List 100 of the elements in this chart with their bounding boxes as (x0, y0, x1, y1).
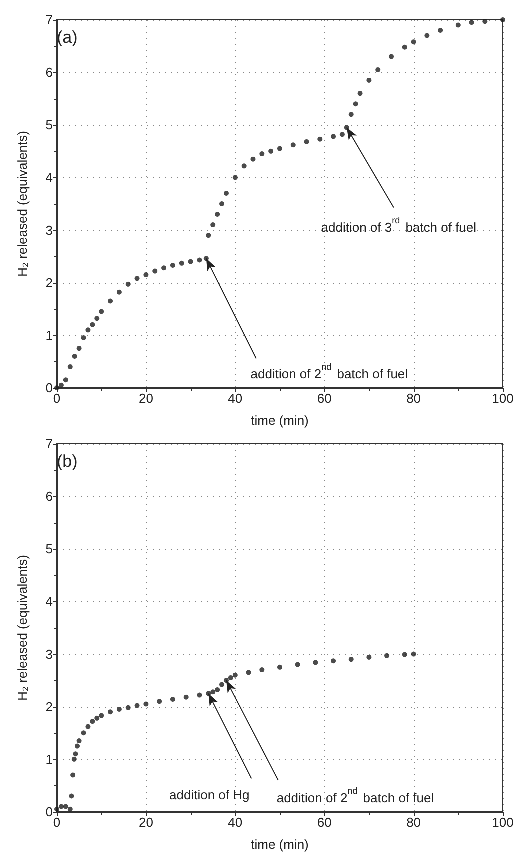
point (152, 268, 158, 274)
point (99, 713, 104, 718)
y-tick-label: 0 (46, 380, 53, 396)
point (170, 263, 176, 268)
point (500, 18, 506, 22)
point (278, 146, 282, 152)
x-tick-label: 20 (138, 391, 154, 406)
point (210, 222, 216, 228)
y-tick-label: 7 (46, 436, 53, 452)
point (210, 690, 216, 695)
point (224, 190, 229, 196)
point (75, 744, 80, 749)
x-tick-label: 40 (228, 391, 243, 406)
point (389, 54, 394, 60)
point (72, 756, 77, 762)
point (304, 139, 310, 144)
annotation: addition of Hg (170, 788, 250, 803)
point (353, 102, 358, 107)
point (358, 91, 363, 96)
point (86, 328, 91, 333)
point (366, 654, 372, 660)
point (411, 40, 416, 45)
point (188, 259, 194, 264)
point (232, 175, 238, 180)
text: (a) (57, 28, 78, 47)
x-tick-label: 100 (492, 391, 514, 406)
point (384, 653, 390, 658)
point (144, 702, 149, 707)
point (340, 132, 345, 138)
text: (b) (57, 452, 78, 471)
y-tick-label: 6 (46, 65, 53, 80)
x-axis-title: time (min) (251, 837, 309, 852)
point (126, 705, 131, 710)
y-tick-label: 0 (46, 804, 53, 820)
point (94, 316, 100, 322)
point (108, 710, 114, 715)
point (348, 112, 354, 118)
point (232, 672, 238, 678)
point (126, 282, 131, 287)
point (70, 772, 76, 778)
y-tick-label: 5 (46, 542, 53, 557)
point (134, 276, 140, 282)
point (72, 354, 78, 359)
point (215, 212, 220, 218)
point (250, 156, 256, 162)
point (116, 290, 122, 295)
point (134, 703, 140, 708)
point (73, 752, 78, 757)
point (58, 382, 64, 388)
point (90, 322, 96, 328)
point (90, 719, 96, 724)
x-tick-label: 80 (406, 391, 422, 406)
x-tick-label: 20 (138, 815, 154, 830)
point (295, 662, 300, 668)
point (313, 660, 318, 666)
point (482, 19, 488, 24)
y-tick-label: 1 (46, 328, 53, 343)
point (246, 670, 252, 676)
point (220, 202, 225, 206)
x-tick-label: 40 (228, 815, 243, 830)
point (69, 794, 74, 799)
point (220, 682, 225, 688)
point (179, 260, 184, 266)
x-tick-label: 60 (317, 815, 332, 830)
point (162, 266, 167, 271)
point (81, 336, 86, 341)
point (438, 28, 444, 34)
y-tick-label: 2 (46, 699, 53, 714)
point (68, 364, 73, 370)
point (63, 804, 68, 810)
point (215, 688, 220, 693)
x-tick-label: 80 (406, 815, 422, 830)
point (170, 697, 176, 702)
point (228, 675, 234, 680)
y-tick-label: 2 (46, 275, 53, 290)
point (157, 699, 162, 704)
point (68, 806, 73, 812)
point (469, 20, 474, 26)
point (86, 724, 91, 730)
x-axis-title: time (min) (251, 413, 309, 428)
point (402, 652, 408, 658)
point (348, 657, 354, 662)
y-tick-label: 3 (46, 646, 53, 662)
point (197, 692, 202, 698)
point (331, 134, 336, 140)
point (99, 309, 104, 314)
point (424, 33, 430, 38)
point (206, 233, 212, 238)
point (331, 658, 336, 664)
point (144, 272, 149, 278)
point (81, 730, 86, 736)
point (278, 664, 282, 670)
point (402, 44, 408, 50)
x-tick-label: 100 (492, 815, 514, 830)
point (242, 164, 247, 169)
point (366, 78, 372, 83)
point (456, 22, 461, 28)
point (58, 804, 64, 810)
y-tick-label: 1 (46, 752, 53, 767)
point (76, 346, 82, 352)
